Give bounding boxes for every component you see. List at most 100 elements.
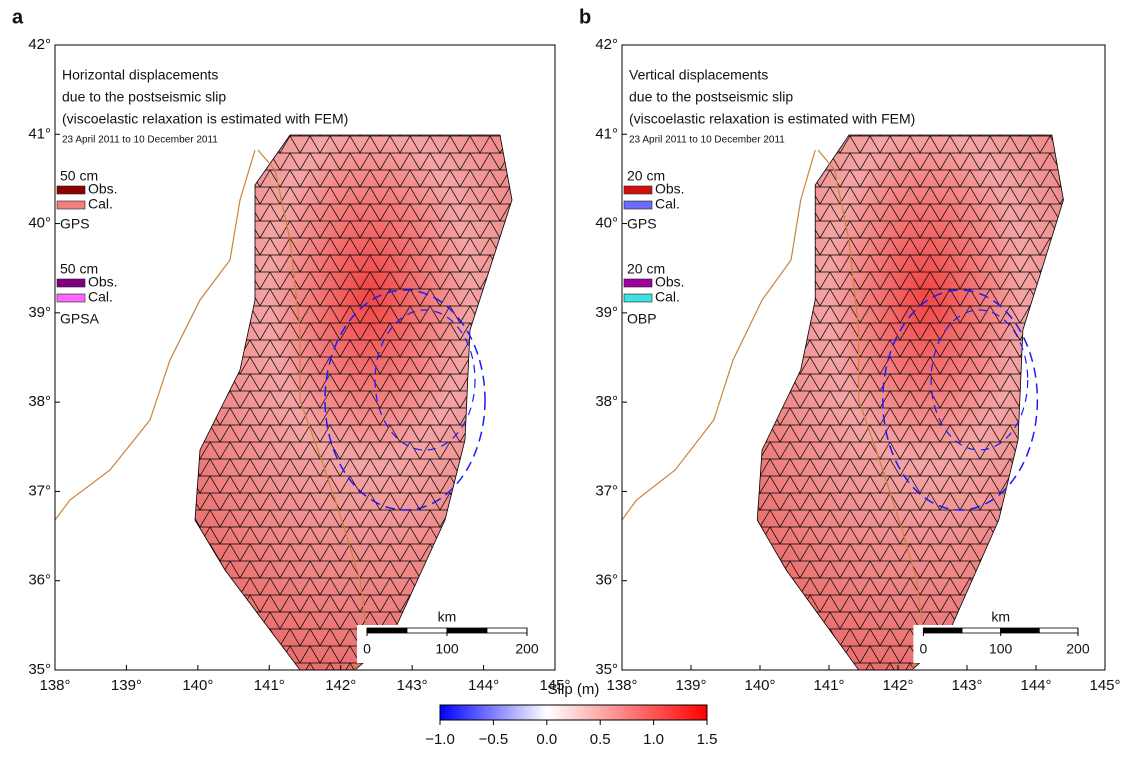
x-tick-label: 139° (675, 677, 706, 694)
legend-text: Cal. (88, 289, 113, 305)
fault-mesh (194, 134, 513, 671)
colorbar-tick-label: 0.0 (536, 731, 557, 748)
x-tick-label: 144° (468, 677, 499, 694)
x-tick-label: 138° (606, 677, 637, 694)
panel-label: b (579, 6, 591, 28)
annotation: (viscoelastic relaxation is estimated wi… (629, 111, 915, 127)
legend-text: Cal. (655, 289, 680, 305)
y-tick-label: 37° (595, 482, 618, 499)
period: 23 April 2011 to 10 December 2011 (629, 135, 785, 146)
annotation: (viscoelastic relaxation is estimated wi… (62, 111, 348, 127)
x-tick-label: 139° (111, 677, 142, 694)
y-tick-label: 38° (28, 393, 51, 410)
scale-tick-label: 100 (435, 641, 459, 657)
aftershock-contour (374, 309, 476, 451)
y-tick-label: 39° (28, 304, 51, 321)
x-tick-label: 141° (813, 677, 844, 694)
x-tick-label: 141° (254, 677, 285, 694)
legend-text: Cal. (655, 196, 680, 212)
y-tick-label: 38° (595, 393, 618, 410)
scale-segment (922, 627, 963, 634)
colorbar (439, 704, 708, 721)
scale-segment (961, 627, 1002, 634)
colorbar-tick-label: −0.5 (479, 731, 509, 748)
legend-symbol (56, 278, 86, 288)
scale-segment (366, 627, 408, 634)
legend-symbol (56, 185, 86, 195)
coastline (257, 149, 369, 671)
legend-symbol (623, 293, 653, 303)
x-tick-label: 143° (397, 677, 428, 694)
fault-mesh (756, 134, 1064, 671)
legend-text: OBP (627, 311, 657, 327)
y-tick-label: 40° (28, 215, 51, 232)
y-tick-label: 36° (595, 572, 618, 589)
colorbar-tick-label: 1.0 (643, 731, 664, 748)
x-tick-label: 142° (882, 677, 913, 694)
x-tick-label: 138° (39, 677, 70, 694)
scale-unit: km (991, 609, 1010, 625)
x-tick-label: 140° (182, 677, 213, 694)
annotation: due to the postseismic slip (62, 89, 226, 105)
x-tick-label: 140° (744, 677, 775, 694)
scale-segment (1000, 627, 1040, 634)
y-tick-label: 41° (595, 125, 618, 142)
legend-text: Obs. (88, 274, 118, 290)
legend-text: GPSA (60, 311, 100, 327)
aftershock-contour (882, 289, 1039, 511)
legend-symbol (56, 200, 86, 210)
legend-text: Obs. (655, 181, 685, 197)
y-tick-label: 39° (595, 304, 618, 321)
scale-segment (1038, 627, 1079, 634)
legend-text: GPS (627, 216, 657, 232)
legend-symbol (623, 200, 653, 210)
y-tick-label: 36° (28, 572, 51, 589)
legend-symbol (56, 293, 86, 303)
annotation: Vertical displacements (629, 67, 768, 83)
legend-text: Obs. (88, 181, 118, 197)
y-tick-label: 37° (28, 482, 51, 499)
legend-symbol (623, 185, 653, 195)
x-tick-label: 145° (539, 677, 570, 694)
annotation: due to the postseismic slip (629, 89, 793, 105)
scale-tick-label: 0 (919, 641, 927, 657)
coastline (621, 149, 816, 521)
coastline (54, 149, 256, 521)
y-tick-label: 35° (28, 661, 51, 678)
annotation: Horizontal displacements (62, 67, 218, 83)
y-tick-label: 40° (595, 215, 618, 232)
plot-frame (621, 44, 1106, 671)
aftershock-contour (324, 289, 486, 511)
y-tick-label: 35° (595, 661, 618, 678)
scale-unit: km (438, 609, 457, 625)
legend-text: 20 cm (627, 168, 665, 184)
y-tick-label: 41° (28, 125, 51, 142)
scale-segment (486, 627, 528, 634)
aftershock-contour (930, 309, 1029, 451)
legend-text: 20 cm (627, 261, 665, 277)
scale-tick-label: 100 (989, 641, 1013, 657)
colorbar-title: Slip (m) (548, 681, 600, 698)
scale-segment (406, 627, 448, 634)
colorbar-tick-label: −1.0 (425, 731, 455, 748)
x-tick-label: 144° (1020, 677, 1051, 694)
scale-tick-label: 0 (363, 641, 371, 657)
legend-text: Cal. (88, 196, 113, 212)
x-tick-label: 143° (951, 677, 982, 694)
legend-text: 50 cm (60, 168, 98, 184)
y-tick-label: 42° (595, 36, 618, 53)
scale-tick-label: 200 (515, 641, 539, 657)
legend-text: GPS (60, 216, 90, 232)
panel-label: a (12, 6, 24, 28)
x-tick-label: 145° (1089, 677, 1120, 694)
colorbar-tick-label: 1.5 (697, 731, 718, 748)
colorbar-tick-label: 0.5 (590, 731, 611, 748)
coastline (817, 149, 925, 671)
y-tick-label: 42° (28, 36, 51, 53)
x-tick-label: 142° (325, 677, 356, 694)
scale-tick-label: 200 (1066, 641, 1090, 657)
plot-frame (54, 44, 556, 671)
legend-text: Obs. (655, 274, 685, 290)
legend-text: 50 cm (60, 261, 98, 277)
